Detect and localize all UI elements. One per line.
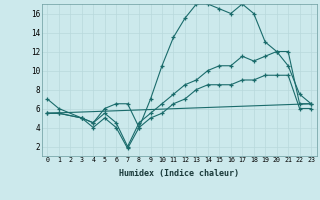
X-axis label: Humidex (Indice chaleur): Humidex (Indice chaleur) <box>119 169 239 178</box>
